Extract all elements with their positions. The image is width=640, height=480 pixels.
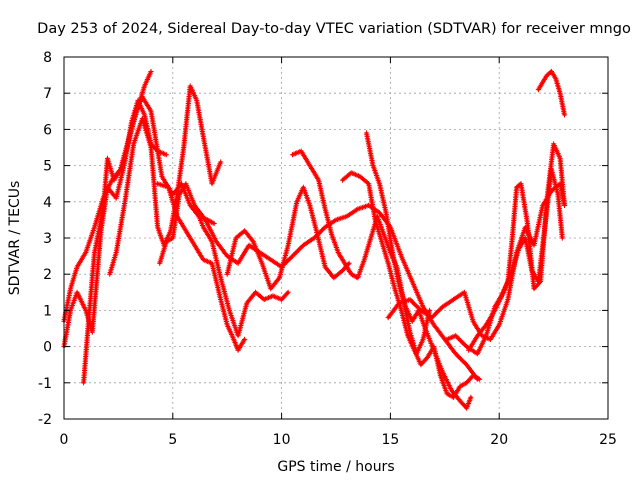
series-markers-track-13 — [444, 141, 568, 357]
y-tick-label: 3 — [43, 231, 52, 247]
series-line-track-13 — [445, 142, 566, 356]
series-markers-track-3 — [81, 94, 217, 386]
series-markers-track-14 — [466, 166, 565, 353]
x-tick-label: 5 — [168, 432, 177, 448]
y-tick-label: 2 — [43, 267, 52, 283]
y-tick-label: 0 — [43, 340, 52, 356]
series-markers-track-6 — [155, 181, 248, 353]
y-tick-label: -2 — [38, 412, 52, 428]
y-axis-label: SDTVAR / TECUs — [7, 181, 23, 296]
y-tick-label: 4 — [43, 195, 52, 211]
tick-layer: 0 5 10 15 20 25 -2 -1 0 1 2 3 4 5 6 7 8 — [38, 50, 617, 448]
x-axis-label: GPS time / hours — [277, 459, 394, 475]
chart-title: Day 253 of 2024, Sidereal Day-to-day VTE… — [37, 21, 631, 37]
series-markers-track-11 — [363, 130, 474, 411]
series-markers-track-15 — [535, 68, 568, 118]
y-tick-label: 5 — [43, 159, 52, 175]
x-tick-label: 25 — [599, 432, 617, 448]
y-tick-label: 1 — [43, 303, 52, 319]
y-tick-label: 7 — [43, 86, 52, 102]
series-markers-track-4 — [107, 83, 224, 277]
y-tick-label: 6 — [43, 122, 52, 138]
x-tick-label: 10 — [273, 432, 291, 448]
series-line-track-11 — [365, 131, 473, 410]
x-tick-label: 20 — [490, 432, 508, 448]
series-markers-track-8 — [224, 184, 352, 292]
y-tick-label: -1 — [38, 376, 52, 392]
series-line-track-6 — [156, 182, 246, 352]
x-tick-label: 15 — [381, 432, 399, 448]
x-tick-label: 0 — [60, 432, 69, 448]
y-tick-label: 8 — [43, 50, 52, 66]
series-layer — [61, 68, 568, 411]
